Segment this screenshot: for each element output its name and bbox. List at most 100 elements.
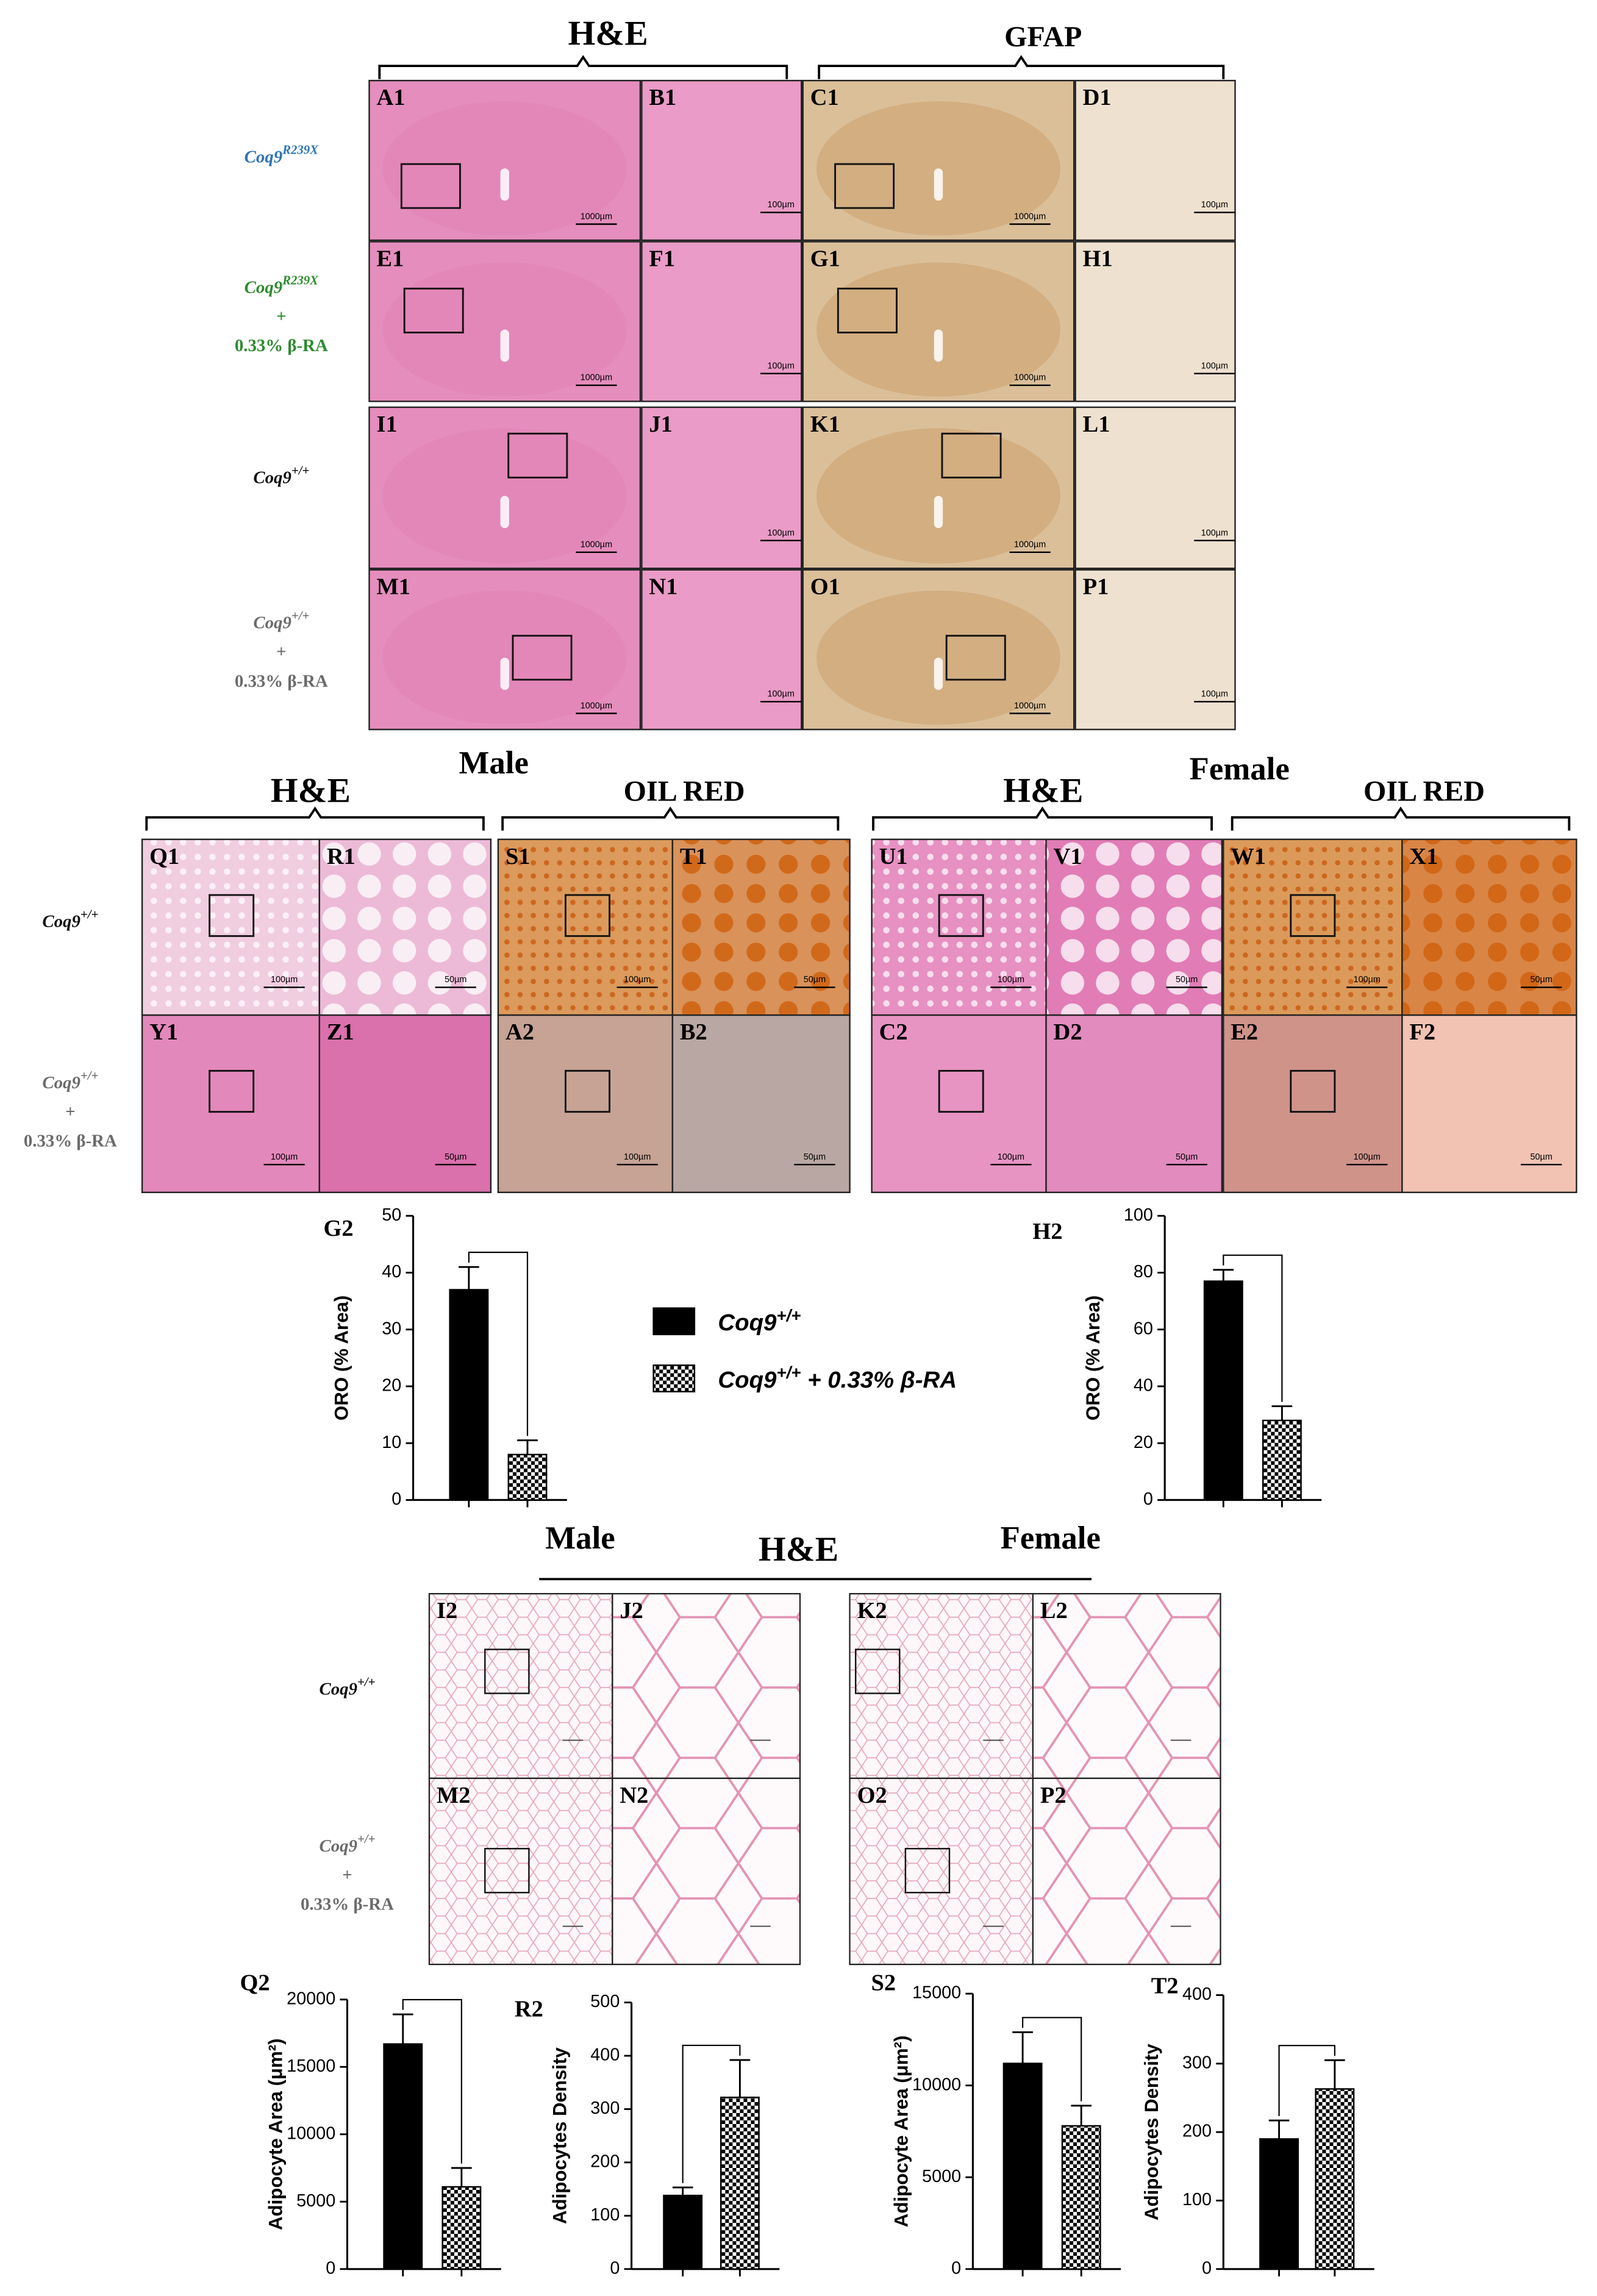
scale-label: 50µm: [1531, 1152, 1552, 1162]
inset-box: [938, 1069, 984, 1113]
histology-texture: [613, 1779, 799, 1964]
scale-label: 100µm: [767, 528, 794, 538]
y-tick-label: 20000: [287, 1989, 335, 2008]
panel-label: F1: [649, 246, 675, 272]
inset-box: [941, 432, 1002, 479]
row-label-sup: +/+: [80, 908, 98, 921]
header-brace: [145, 806, 485, 831]
row-label: 0.33% β-RA: [235, 336, 328, 355]
inset-box: [209, 894, 255, 937]
y-tick-label: 0: [326, 2258, 335, 2278]
panel-label: E1: [377, 246, 404, 272]
error-bar: [517, 1439, 538, 1455]
panel-label: O1: [810, 574, 840, 600]
legend-label-base: Coq9: [718, 1310, 777, 1336]
panel-label: C1: [810, 85, 839, 110]
legend-label-sup: +/+: [776, 1363, 801, 1382]
scale-label: 50µm: [804, 1152, 826, 1162]
bar: [1002, 2062, 1043, 2270]
scale-label: 100µm: [1201, 361, 1228, 371]
y-tick-label: 0: [1202, 2258, 1212, 2278]
row-label: Coq9+/+: [253, 609, 309, 632]
panel-label: H1: [1083, 246, 1113, 272]
panel-label: M2: [437, 1783, 471, 1808]
panel-label: Z1: [327, 1019, 354, 1045]
inset-box: [855, 1649, 901, 1694]
y-tick-label: 100: [590, 2205, 620, 2225]
panel-label: J1: [649, 412, 672, 437]
scale-label: 100µm: [998, 975, 1024, 985]
bar: [1259, 2138, 1299, 2270]
legend-label-sup: +/+: [776, 1306, 801, 1325]
error-bar: [1213, 1269, 1234, 1282]
row-label-sup: +/+: [357, 1675, 375, 1689]
tissue-feature: [816, 428, 1060, 564]
inset-box: [209, 1069, 255, 1113]
scale-label: 1000µm: [581, 540, 612, 550]
legend-label: Coq9+/+ + 0.33% β-RA: [718, 1363, 957, 1393]
panel-label: Y1: [149, 1019, 178, 1045]
header-brace: [378, 55, 788, 79]
legend-swatch: [652, 1364, 696, 1392]
histology-texture: [673, 840, 849, 1014]
row-label-sup: +/+: [291, 464, 309, 477]
row-label: 0.33% β-RA: [235, 671, 328, 691]
scale-label: 100µm: [624, 1152, 651, 1162]
y-tick-label: 10000: [912, 2075, 961, 2094]
scale-label: 50µm: [445, 1152, 466, 1162]
row-label: Coq9R239X: [245, 143, 319, 166]
significance-bracket: [682, 2044, 741, 2183]
legend-label-rest: + 0.33% β-RA: [801, 1367, 957, 1393]
tissue-feature: [816, 590, 1060, 725]
scale-label: 50µm: [1176, 1152, 1198, 1162]
y-tick-label: 10000: [287, 2123, 335, 2143]
row-label-base: Coq9: [245, 147, 282, 166]
inset-box: [1290, 894, 1336, 937]
histology-image: [1045, 1014, 1223, 1194]
y-tick-label: 15000: [912, 1983, 961, 2003]
error-bar: [392, 2013, 413, 2044]
inset-box: [507, 432, 568, 479]
y-axis-label: ORO (% Area): [1082, 1296, 1104, 1421]
panel-label: A2: [506, 1019, 534, 1045]
panel-label: V1: [1054, 844, 1082, 869]
panel-label: D1: [1083, 85, 1112, 110]
panel-label: R1: [327, 844, 355, 869]
bar: [449, 1289, 489, 1501]
error-bar: [451, 2167, 472, 2187]
y-tick-label: 15000: [287, 2056, 335, 2076]
legend-swatch: [652, 1307, 696, 1336]
inset-box: [834, 163, 895, 209]
scale-label: 1000µm: [1014, 540, 1046, 550]
histology-image: [641, 79, 802, 241]
histology-texture: [850, 1779, 1032, 1964]
ventricle: [934, 329, 943, 362]
y-tick-label: 10: [382, 1433, 401, 1452]
histology-texture: [1402, 840, 1576, 1014]
section-header: H&E: [271, 772, 351, 810]
panel-label: I1: [377, 412, 398, 437]
y-tick-label: 300: [1182, 2053, 1212, 2072]
panel-label: N1: [649, 574, 677, 600]
row-label-base: Coq9: [253, 613, 291, 632]
panel-label: I2: [437, 1598, 457, 1624]
inset-box: [945, 635, 1006, 681]
bar: [663, 2194, 703, 2270]
header-brace: [501, 806, 840, 831]
error-bar: [1268, 2119, 1290, 2139]
scale-label: 100µm: [767, 200, 794, 210]
scale-label: 1000µm: [581, 701, 612, 711]
row-label: 0.33% β-RA: [24, 1132, 117, 1151]
legend-label: Coq9+/+: [718, 1306, 801, 1336]
histology-texture: [320, 840, 490, 1014]
y-tick-label: 5000: [922, 2167, 961, 2186]
ventricle: [934, 168, 943, 201]
panel-label: B1: [649, 85, 676, 110]
histology-image: [641, 406, 802, 569]
row-label: Coq9+/+: [320, 1675, 376, 1699]
scale-label: 100µm: [271, 1152, 298, 1162]
panel-label: B2: [680, 1019, 707, 1045]
y-tick-label: 400: [590, 2045, 620, 2065]
